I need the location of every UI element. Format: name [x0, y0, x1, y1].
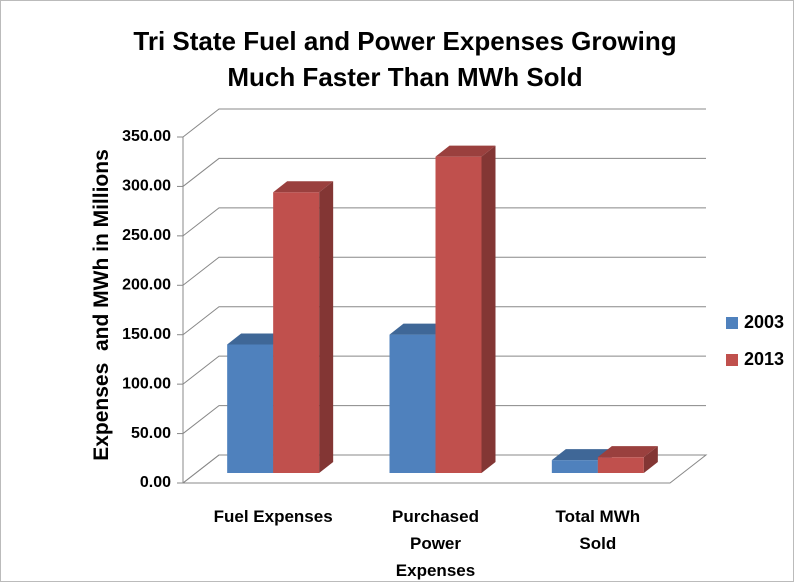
legend-label: 2013 — [744, 349, 784, 369]
bar-front — [389, 334, 436, 473]
bar-front — [597, 457, 644, 473]
bar-top — [389, 323, 450, 335]
x-tick-label: Fuel Expenses — [214, 507, 333, 526]
bar — [273, 181, 334, 473]
y-tick-label: 300.00 — [122, 178, 171, 195]
grid-line — [182, 207, 706, 237]
y-tick-label: 150.00 — [122, 326, 171, 343]
y-tick-label: 50.00 — [131, 425, 171, 442]
legend-label: 2003 — [744, 312, 784, 332]
bar-side — [481, 145, 496, 473]
bar-top — [435, 145, 496, 157]
chart-title: Tri State Fuel and Power Expenses Growin… — [133, 26, 676, 92]
bar-top — [551, 449, 612, 461]
x-tick-label: Total MWh Sold — [555, 507, 640, 553]
bar-side — [319, 181, 334, 473]
bar-top — [273, 181, 334, 193]
y-tick-label: 0.00 — [140, 474, 171, 491]
bar — [597, 446, 658, 473]
grid-line — [182, 256, 706, 286]
y-tick-label: 350.00 — [122, 128, 171, 145]
bar-top — [597, 446, 658, 458]
y-axis-label: Expenses and MWh in Millions — [90, 149, 113, 461]
grid-line — [182, 108, 706, 138]
bar-front — [273, 192, 320, 473]
y-tick-label: 100.00 — [122, 375, 171, 392]
y-tick-label: 200.00 — [122, 277, 171, 294]
legend-swatch — [726, 317, 738, 329]
y-tick-label: 250.00 — [122, 227, 171, 244]
legend-swatch — [726, 354, 738, 366]
bar — [435, 145, 496, 473]
bar-side — [643, 446, 658, 473]
grid-line — [182, 355, 706, 385]
grid-line — [182, 454, 706, 484]
x-tick-label: Purchased Power Expenses — [392, 507, 479, 580]
grid-line — [182, 405, 706, 434]
grid-line — [182, 306, 706, 336]
bar-top — [227, 333, 288, 345]
bar-front — [227, 344, 274, 473]
grid-line — [182, 157, 706, 187]
bar-front — [435, 156, 482, 473]
bar-front — [551, 460, 598, 473]
